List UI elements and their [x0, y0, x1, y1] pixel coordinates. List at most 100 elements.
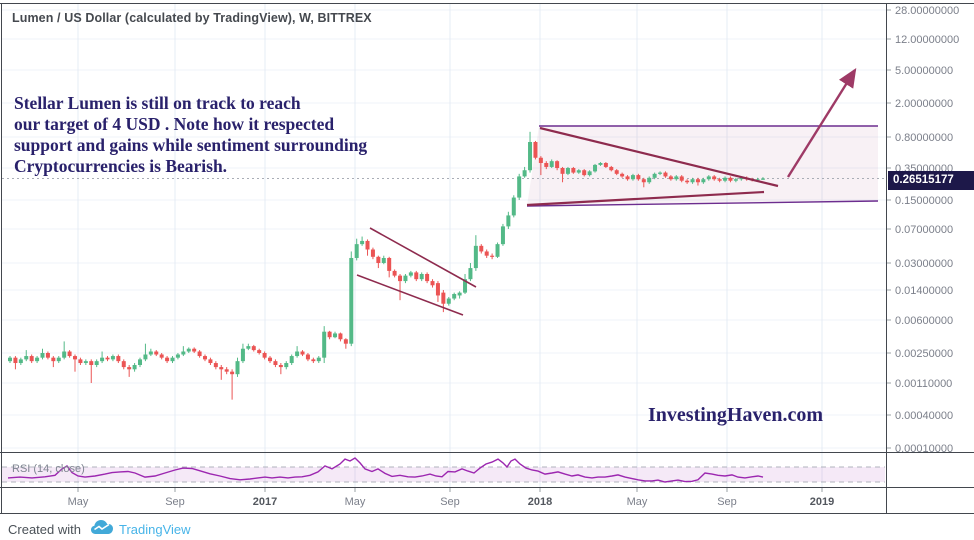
candle-body [663, 172, 668, 177]
candle-body [695, 179, 700, 183]
candle-body [154, 351, 159, 355]
candle-body [387, 257, 392, 271]
wedge-2017-upper[interactable] [369, 227, 477, 288]
candle-body [322, 331, 327, 358]
candle-body [674, 176, 679, 180]
candle-body [289, 356, 294, 364]
candle-body [278, 365, 283, 368]
candle-body [100, 357, 105, 362]
band-bottom-edge [526, 200, 879, 207]
price-axis-label: 12.00000000 [895, 34, 959, 46]
wedge-2017-lower[interactable] [356, 274, 464, 316]
rsi-pane[interactable] [2, 457, 885, 483]
candle-body [598, 162, 603, 165]
candle-body [8, 357, 12, 362]
tradingview-brand-text[interactable]: TradingView [118, 521, 191, 537]
candle-body [116, 356, 121, 362]
candle-body [723, 177, 728, 181]
candle-body [500, 226, 505, 245]
candle-body [121, 361, 126, 368]
price-axis-label: 0.00600000 [895, 315, 953, 327]
candle-body [203, 356, 208, 360]
candle-body [419, 273, 424, 280]
time-axis-label: May [627, 496, 648, 508]
candle-body [62, 351, 67, 358]
candle-body [490, 255, 495, 257]
candle-body [576, 170, 581, 173]
annotation-line: our target of 4 USD . Note how it respec… [14, 114, 335, 134]
candle-body [620, 173, 625, 177]
candle-body [327, 331, 332, 338]
candle-body [571, 168, 576, 173]
candle-body [213, 363, 218, 368]
candle-body [717, 179, 722, 181]
candle-body [582, 170, 587, 176]
candle-body [89, 361, 94, 366]
candle-body [528, 142, 533, 171]
candle-body [127, 367, 132, 370]
candle-body [262, 353, 267, 358]
candle-body [398, 275, 403, 282]
candle-body [338, 333, 343, 340]
candle-body [614, 170, 619, 174]
candle-body [706, 176, 711, 180]
candle-body [316, 357, 321, 362]
candle-body [230, 371, 235, 375]
candle-body [522, 170, 527, 177]
candle-body [376, 256, 381, 263]
candle-body [343, 339, 348, 344]
candle-body [208, 359, 213, 364]
annotation-text-drawing[interactable]: Stellar Lumen is still on track to reach… [14, 93, 367, 177]
candle-body [463, 279, 468, 293]
price-axis-label: 0.03000000 [895, 258, 953, 270]
candle-body [435, 283, 440, 296]
candle-body [45, 353, 50, 358]
candle-body [138, 359, 143, 366]
price-axis-label: 0.00040000 [895, 410, 953, 422]
candle-body [408, 272, 413, 276]
tradingview-logo-icon[interactable] [90, 520, 113, 538]
rsi-line [7, 457, 764, 483]
candle-body [457, 292, 462, 296]
candle-body [24, 356, 29, 360]
candle-body [311, 359, 316, 362]
candle-body [425, 273, 430, 282]
time-axis[interactable]: May Sep 2017 May Sep 2018 May Sep 2019 [68, 488, 835, 508]
candle-body [517, 176, 522, 198]
rsi-indicator-label[interactable]: RSI (14, close) [12, 463, 85, 475]
candle-body [175, 354, 180, 358]
time-axis-label: Sep [165, 496, 185, 508]
candle-body [349, 257, 354, 344]
price-axis[interactable]: 28.00000000 12.00000000 5.00000000 2.000000… [886, 5, 959, 455]
candle-body [587, 171, 592, 176]
current-price-axis-label[interactable]: 0.26515177 [888, 171, 974, 190]
candle-body [170, 357, 175, 362]
candle-body [609, 166, 614, 171]
target-arrow-drawing[interactable] [786, 67, 857, 178]
annotation-line: Cryptocurrencies is Bearish. [14, 156, 228, 176]
candle-body [192, 348, 197, 352]
candle-body [760, 178, 765, 180]
time-axis-label: 2019 [810, 496, 834, 508]
triangle-2018-lower[interactable] [526, 190, 765, 207]
candle-body [479, 245, 484, 252]
price-axis-label: 0.07000000 [895, 224, 953, 236]
triangle-2018-upper[interactable] [539, 126, 779, 188]
candle-body [159, 354, 164, 358]
candle-body [305, 354, 310, 360]
annotation-line: support and gains while sentiment surrou… [14, 135, 368, 155]
candle-body [143, 354, 148, 360]
time-axis-label: Sep [440, 496, 460, 508]
candle-body [701, 179, 706, 183]
candle-body [186, 348, 191, 352]
trendline-drawings[interactable] [356, 126, 779, 316]
candle-body [739, 177, 744, 180]
price-axis-label: 0.00110000 [895, 378, 952, 390]
chart-title: Lumen / US Dollar (calculated by Trading… [12, 11, 372, 25]
candle-body [555, 161, 560, 168]
candle-body [354, 244, 359, 258]
time-axis-label: May [345, 496, 366, 508]
candle-body [56, 357, 61, 362]
candle-body [110, 356, 115, 360]
